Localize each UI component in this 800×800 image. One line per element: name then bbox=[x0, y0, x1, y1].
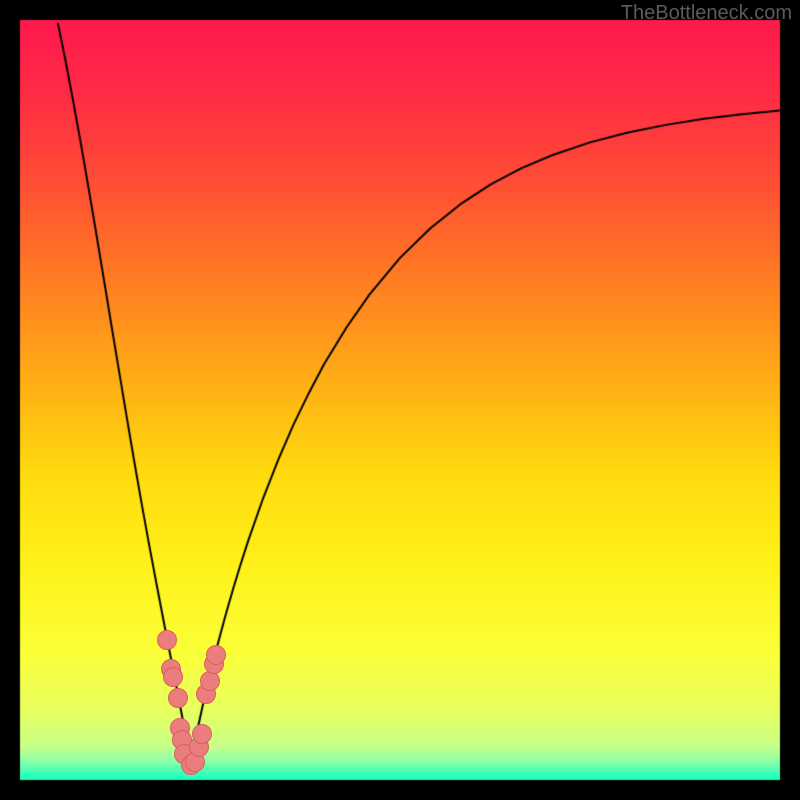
bottleneck-curve bbox=[0, 0, 800, 800]
data-marker bbox=[157, 630, 177, 650]
chart-container: TheBottleneck.com bbox=[0, 0, 800, 800]
data-marker bbox=[206, 645, 226, 665]
data-marker bbox=[168, 688, 188, 708]
data-marker bbox=[192, 724, 212, 744]
attribution-text: TheBottleneck.com bbox=[621, 2, 792, 25]
data-marker bbox=[200, 671, 220, 691]
data-marker bbox=[163, 667, 183, 687]
